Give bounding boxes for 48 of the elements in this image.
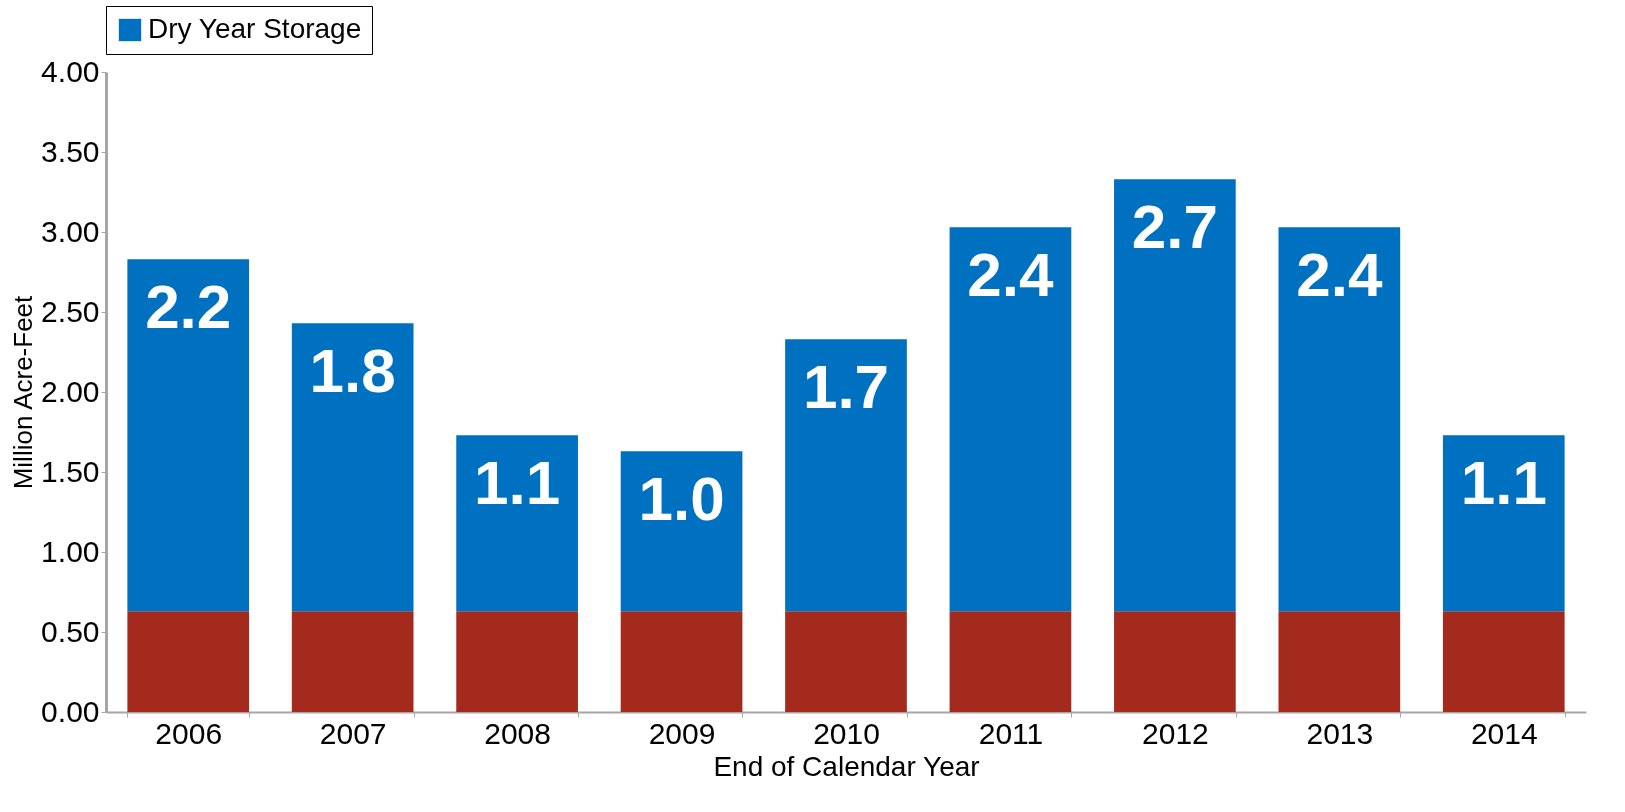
x-tick-label: 2011 bbox=[978, 716, 1044, 750]
bar bbox=[1278, 611, 1401, 712]
y-tick-label: 3.00 bbox=[41, 214, 100, 248]
x-tick-label: 2012 bbox=[1142, 716, 1209, 750]
bar bbox=[949, 611, 1072, 712]
data-label: 1.8 bbox=[309, 336, 396, 406]
x-tick-label: 2013 bbox=[1306, 716, 1374, 750]
y-tick-label: 1.00 bbox=[41, 534, 100, 568]
data-label: 2.2 bbox=[145, 272, 232, 342]
bar bbox=[620, 451, 743, 612]
bar bbox=[291, 611, 414, 712]
bar bbox=[1442, 611, 1565, 712]
y-tick-label: 4.00 bbox=[41, 54, 100, 88]
data-label: 2.7 bbox=[1131, 192, 1218, 262]
x-tick-label: 2010 bbox=[813, 716, 880, 750]
data-label: 2.4 bbox=[1296, 240, 1383, 310]
bar bbox=[456, 611, 578, 712]
y-tick-label: 2.00 bbox=[41, 374, 100, 408]
data-label: 1.1 bbox=[474, 448, 561, 518]
data-label: 1.1 bbox=[1460, 448, 1547, 518]
x-tick-label: 2007 bbox=[319, 716, 387, 750]
data-label: 2.4 bbox=[967, 240, 1055, 310]
data-label: 1.0 bbox=[638, 464, 725, 534]
y-axis-title: Million Acre-Feet bbox=[8, 294, 39, 490]
bar bbox=[1278, 227, 1401, 612]
bar bbox=[127, 259, 250, 612]
bar bbox=[291, 323, 414, 612]
legend-label: Dry Year Storage bbox=[148, 13, 362, 44]
y-tick-label: 2.50 bbox=[41, 294, 100, 328]
x-tick-label: 2009 bbox=[648, 716, 716, 750]
bar bbox=[785, 339, 907, 612]
y-tick-label: 0.00 bbox=[41, 694, 100, 728]
x-tick-label: 2008 bbox=[484, 716, 551, 750]
bar bbox=[1114, 179, 1236, 612]
x-axis-title: End of Calendar Year bbox=[713, 750, 980, 782]
bar bbox=[620, 611, 743, 712]
y-tick-label: 3.50 bbox=[41, 134, 100, 168]
y-tick-label: 1.50 bbox=[41, 454, 100, 488]
bar bbox=[1114, 611, 1236, 712]
x-tick-label: 2006 bbox=[155, 716, 223, 750]
bar bbox=[949, 227, 1072, 612]
data-label: 1.7 bbox=[802, 352, 890, 422]
bar bbox=[1442, 435, 1565, 612]
y-tick-label: 0.50 bbox=[41, 614, 100, 648]
bar bbox=[456, 435, 578, 612]
x-tick-label: 2014 bbox=[1470, 716, 1538, 750]
bar bbox=[127, 611, 250, 712]
bar bbox=[785, 611, 907, 712]
